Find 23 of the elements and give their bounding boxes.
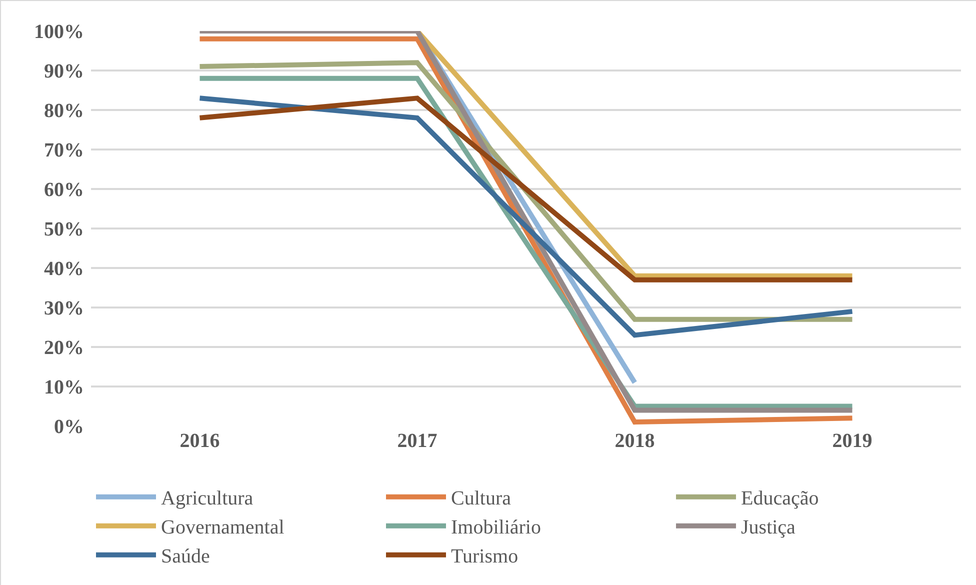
x-tick-label: 2016 bbox=[180, 430, 220, 452]
y-tick-label: 90% bbox=[44, 60, 84, 82]
legend-label: Turismo bbox=[451, 546, 518, 568]
legend-label: Educação bbox=[741, 488, 819, 510]
legend-label: Saúde bbox=[161, 546, 210, 568]
legend-label: Cultura bbox=[451, 488, 512, 510]
legend-label: Governamental bbox=[161, 516, 285, 539]
x-tick-label: 2019 bbox=[832, 430, 872, 452]
y-tick-label: 0% bbox=[54, 416, 84, 438]
y-tick-label: 40% bbox=[44, 258, 84, 280]
x-tick-label: 2018 bbox=[614, 430, 655, 452]
y-tick-label: 80% bbox=[44, 100, 84, 122]
y-tick-label: 10% bbox=[44, 376, 84, 398]
y-tick-label: 60% bbox=[44, 179, 84, 201]
legend-label: Justiça bbox=[741, 516, 796, 539]
x-tick-label: 2017 bbox=[397, 430, 438, 452]
y-tick-label: 50% bbox=[44, 218, 84, 240]
legend-label: Agricultura bbox=[161, 488, 254, 510]
y-tick-label: 70% bbox=[44, 140, 84, 162]
y-tick-label: 20% bbox=[44, 337, 84, 359]
legend-label: Imobiliário bbox=[451, 516, 541, 539]
y-tick-label: 100% bbox=[34, 21, 84, 43]
y-tick-label: 30% bbox=[44, 298, 84, 320]
